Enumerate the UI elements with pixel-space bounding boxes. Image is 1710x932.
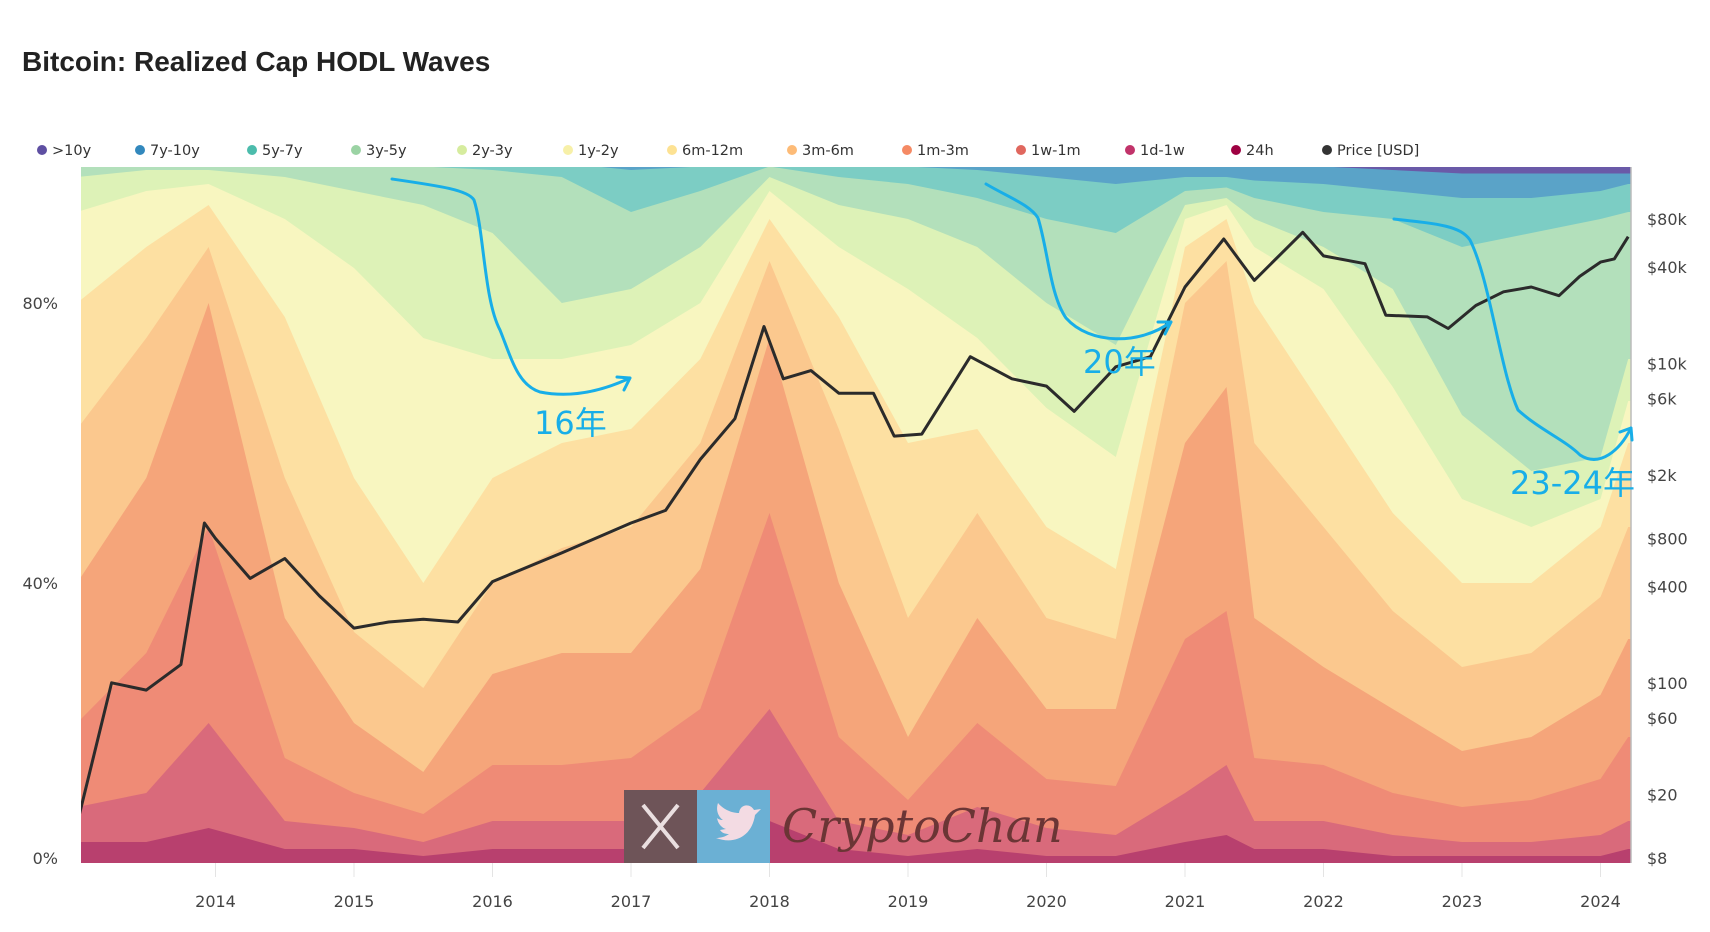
legend-label: 1d-1w: [1140, 143, 1185, 159]
y-right-tick-label: $6k: [1647, 390, 1677, 409]
x-tick-label: 2020: [1026, 892, 1067, 911]
band-1w-1m: [81, 513, 1631, 863]
annotation-label-2016: 16年: [534, 404, 607, 442]
legend-item[interactable]: 3m-6m: [787, 143, 854, 159]
y-right-tick-label: $8: [1647, 849, 1667, 868]
legend-label: 3y-5y: [366, 143, 407, 159]
x-axis: 2014 2015 2016 2017 2018 2019 2020 2021 2022 2023…: [195, 863, 1621, 911]
y-right-tick-label: $2k: [1647, 466, 1677, 485]
band-1d-1w: [81, 709, 1631, 863]
x-tick-label: 2014: [195, 892, 236, 911]
annotation-label-2020: 20年: [1083, 343, 1156, 381]
legend-label: 2y-3y: [472, 143, 513, 159]
y-right-tick-label: $60: [1647, 709, 1678, 728]
y-left-tick-label: 80%: [22, 294, 58, 313]
legend-item[interactable]: 1m-3m: [902, 143, 969, 159]
annotation-curve-2023-24: [1392, 217, 1634, 461]
y-axis-right: $80k $40k $10k $6k $2k $800 $400 $100 $60 $20 $8: [1647, 210, 1688, 868]
legend-marker: [1322, 145, 1332, 155]
chart-title: Bitcoin: Realized Cap HODL Waves: [22, 46, 491, 77]
legend-marker: [351, 145, 361, 155]
x-tick-label: 2023: [1442, 892, 1483, 911]
annotation-curve-2020: [984, 182, 1173, 341]
band-24h: [81, 821, 1631, 863]
legend-item[interactable]: 1d-1w: [1125, 143, 1185, 159]
legend-marker: [667, 145, 677, 155]
bands-layer: [81, 167, 1631, 863]
y-left-tick-label: 0%: [33, 849, 58, 868]
legend-marker: [1016, 145, 1026, 155]
legend-label: 6m-12m: [682, 143, 743, 159]
x-tick-label: 2016: [472, 892, 513, 911]
legend-label: 3m-6m: [802, 143, 854, 159]
legend-marker: [37, 145, 47, 155]
x-tick-label: 2022: [1303, 892, 1344, 911]
legend-item[interactable]: 7y-10y: [135, 143, 200, 159]
legend-item[interactable]: 24h: [1231, 143, 1274, 159]
legend: >10y 7y-10y 5y-7y 3y-5y 2y-3y 1y-2y 6m-12m 3m-6…: [37, 143, 1419, 159]
y-right-tick-label: $400: [1647, 578, 1688, 597]
legend-label: Price [USD]: [1337, 143, 1419, 159]
legend-item[interactable]: 2y-3y: [457, 143, 513, 159]
legend-label: 7y-10y: [150, 143, 200, 159]
x-tick-label: 2017: [611, 892, 652, 911]
legend-label: 1w-1m: [1031, 143, 1081, 159]
legend-label: >10y: [52, 143, 92, 159]
legend-marker: [563, 145, 573, 155]
y-axis-left: 0% 40% 80%: [22, 294, 58, 868]
legend-marker: [457, 145, 467, 155]
legend-label: 1m-3m: [917, 143, 969, 159]
annotations: 16年 20年 23-24年: [390, 177, 1635, 502]
legend-marker: [787, 145, 797, 155]
y-right-tick-label: $100: [1647, 674, 1688, 693]
legend-item[interactable]: 1w-1m: [1016, 143, 1081, 159]
y-left-tick-label: 40%: [22, 574, 58, 593]
legend-label: 5y-7y: [262, 143, 303, 159]
legend-item[interactable]: 5y-7y: [247, 143, 303, 159]
watermark-text: CryptoChan: [782, 799, 1063, 853]
y-right-tick-label: $40k: [1647, 258, 1688, 277]
legend-marker: [247, 145, 257, 155]
x-tick-label: 2015: [334, 892, 375, 911]
legend-item[interactable]: 1y-2y: [563, 143, 619, 159]
x-tick-label: 2021: [1165, 892, 1206, 911]
legend-item[interactable]: >10y: [37, 143, 92, 159]
watermark: CryptoChan: [624, 790, 1063, 863]
legend-label: 1y-2y: [578, 143, 619, 159]
y-right-tick-label: $20: [1647, 785, 1678, 804]
legend-marker: [1231, 145, 1241, 155]
x-tick-label: 2018: [749, 892, 790, 911]
legend-item[interactable]: Price [USD]: [1322, 143, 1419, 159]
price-layer: [81, 230, 1630, 815]
y-right-tick-label: $80k: [1647, 210, 1688, 229]
annotation-curve-2016: [390, 177, 632, 396]
price-line: [81, 230, 1630, 815]
legend-marker: [135, 145, 145, 155]
annotation-label-2023-24: 23-24年: [1510, 464, 1635, 502]
legend-marker: [1125, 145, 1135, 155]
legend-label: 24h: [1246, 143, 1274, 159]
legend-marker: [902, 145, 912, 155]
x-tick-label: 2019: [888, 892, 929, 911]
y-right-tick-label: $800: [1647, 530, 1688, 549]
y-right-tick-label: $10k: [1647, 354, 1688, 373]
legend-item[interactable]: 3y-5y: [351, 143, 407, 159]
x-tick-label: 2024: [1580, 892, 1621, 911]
legend-item[interactable]: 6m-12m: [667, 143, 743, 159]
